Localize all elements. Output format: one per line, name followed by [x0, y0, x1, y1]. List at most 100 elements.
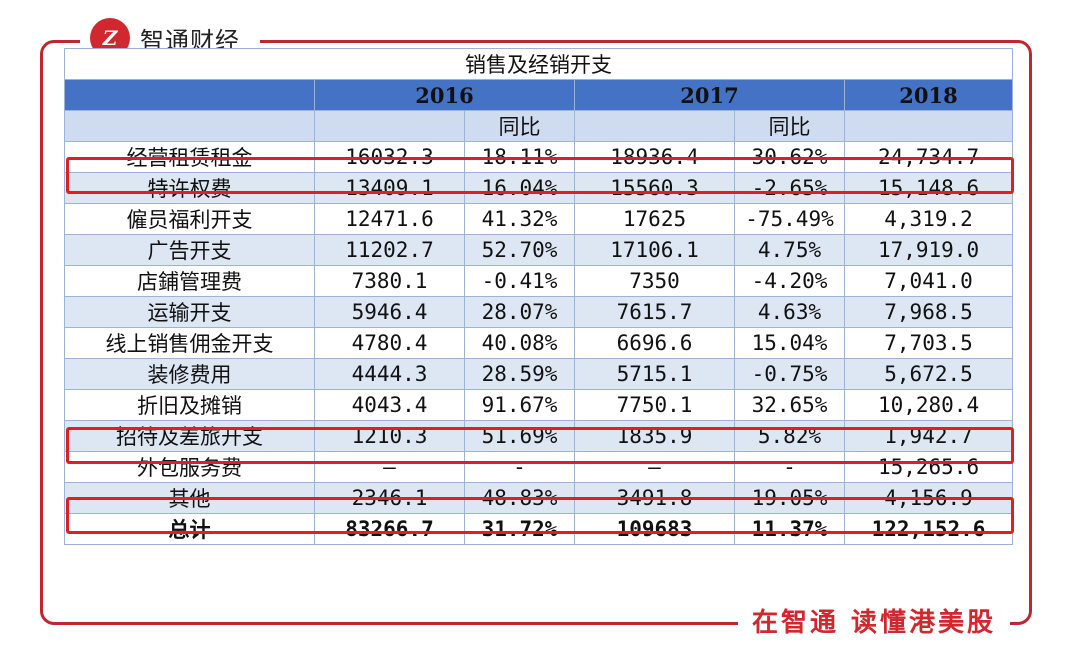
value-2016: 7380.1	[314, 265, 465, 297]
yoy-2017: 28.59%	[464, 358, 575, 390]
sales-expense-table: 销售及经销开支 2016 2017 2018 同比 同比 经营租赁租金 16032…	[63, 48, 1014, 545]
table-row: 线上销售佣金开支 4780.4 40.08% 6696.6 15.04% 7,703.5	[64, 327, 1014, 359]
yoy-2018: 15.04%	[734, 327, 845, 359]
table-row: 招待及差旅开支 1210.3 51.69% 1835.9 5.82% 1,942.7	[64, 420, 1014, 452]
row-label: 特许权费	[64, 172, 315, 204]
value-2018: 10,280.4	[843, 389, 1014, 421]
header-empty	[64, 79, 315, 111]
value-2017: —	[574, 451, 735, 483]
yoy-2017: 41.32%	[464, 203, 575, 235]
value-2018: 4,319.2	[843, 203, 1014, 235]
subheader-empty	[64, 110, 315, 142]
yoy-2018: 30.62%	[734, 141, 845, 173]
value-2016: —	[314, 451, 465, 483]
value-2016: 11202.7	[314, 234, 465, 266]
table-row: 装修费用 4444.3 28.59% 5715.1 -0.75% 5,672.5	[64, 358, 1014, 390]
yoy-2018: -2.65%	[734, 172, 845, 204]
table-row: 僱员福利开支 12471.6 41.32% 17625 -75.49% 4,319.2	[64, 203, 1014, 235]
row-label: 店鋪管理费	[64, 265, 315, 297]
table-row: 广告开支 11202.7 52.70% 17106.1 4.75% 17,919.0	[64, 234, 1014, 266]
yoy-header-row: 同比 同比	[64, 110, 1014, 142]
value-2018: 15,148.6	[843, 172, 1014, 204]
value-2016: 2346.1	[314, 482, 465, 514]
table-row: 外包服务费 — - — -15,265.6	[64, 451, 1014, 483]
value-2016: 4780.4	[314, 327, 465, 359]
yoy-2017: 31.72%	[464, 513, 575, 545]
value-2016: 5946.4	[314, 296, 465, 328]
value-2017: 17106.1	[574, 234, 735, 266]
yoy-2017: -0.41%	[464, 265, 575, 297]
row-label: 经营租赁租金	[64, 141, 315, 173]
yoy-2018: 32.65%	[734, 389, 845, 421]
value-2017: 3491.8	[574, 482, 735, 514]
value-2017: 17625	[574, 203, 735, 235]
row-label: 总计	[64, 513, 315, 545]
value-2018: 24,734.7	[843, 141, 1014, 173]
total-row: 总计 83266.7 31.72% 109683 11.37% 122,152.…	[64, 513, 1014, 545]
value-2017: 15560.3	[574, 172, 735, 204]
value-2016: 12471.6	[314, 203, 465, 235]
yoy-2017: 16.04%	[464, 172, 575, 204]
value-2016: 4043.4	[314, 389, 465, 421]
yoy-2018: 4.63%	[734, 296, 845, 328]
value-2018: 17,919.0	[843, 234, 1014, 266]
row-label: 装修费用	[64, 358, 315, 390]
row-label: 招待及差旅开支	[64, 420, 315, 452]
row-label: 运输开支	[64, 296, 315, 328]
value-2017: 6696.6	[574, 327, 735, 359]
table-row: 运输开支 5946.4 28.07% 7615.7 4.63% 7,968.5	[64, 296, 1014, 328]
subheader-empty	[843, 110, 1014, 142]
yoy-2017: 18.11%	[464, 141, 575, 173]
yoy-2017: 52.70%	[464, 234, 575, 266]
yoy-header-2017: 同比	[464, 110, 575, 142]
table-row: 折旧及摊销 4043.4 91.67% 7750.1 32.65% 10,280.4	[64, 389, 1014, 421]
value-2016: 1210.3	[314, 420, 465, 452]
yoy-2017: 48.83%	[464, 482, 575, 514]
value-2018: 122,152.6	[843, 513, 1014, 545]
table-title: 销售及经销开支	[63, 48, 1014, 80]
row-label: 折旧及摊销	[64, 389, 315, 421]
yoy-2017: -	[464, 451, 575, 483]
header-year-2018: 2018	[843, 79, 1014, 111]
yoy-header-2018: 同比	[734, 110, 845, 142]
row-label: 线上销售佣金开支	[64, 327, 315, 359]
value-2018: 7,968.5	[843, 296, 1014, 328]
header-year-2016: 2016	[314, 79, 575, 111]
slogan: 在智通 读懂港美股	[737, 602, 1010, 639]
yoy-2018: 11.37%	[734, 513, 845, 545]
yoy-2018: -0.75%	[734, 358, 845, 390]
value-2018: 1,942.7	[843, 420, 1014, 452]
subheader-empty	[314, 110, 465, 142]
yoy-2018: -4.20%	[734, 265, 845, 297]
header-year-2017: 2017	[574, 79, 845, 111]
table-row: 店鋪管理费 7380.1 -0.41% 7350 -4.20% 7,041.0	[64, 265, 1014, 297]
value-2018: 7,041.0	[843, 265, 1014, 297]
row-label: 外包服务费	[64, 451, 315, 483]
value-2017: 5715.1	[574, 358, 735, 390]
outer-frame	[40, 40, 1032, 625]
yoy-2018: 19.05%	[734, 482, 845, 514]
row-label: 僱员福利开支	[64, 203, 315, 235]
subheader-empty	[574, 110, 735, 142]
value-2018: 15,265.6	[843, 451, 1014, 483]
row-label: 广告开支	[64, 234, 315, 266]
yoy-2017: 28.07%	[464, 296, 575, 328]
value-2018: 4,156.9	[843, 482, 1014, 514]
yoy-2018: 5.82%	[734, 420, 845, 452]
table-title-row: 销售及经销开支	[63, 48, 1014, 80]
yoy-2018: -	[734, 451, 845, 483]
row-label: 其他	[64, 482, 315, 514]
value-2017: 109683	[574, 513, 735, 545]
value-2017: 7350	[574, 265, 735, 297]
value-2016: 4444.3	[314, 358, 465, 390]
table-row: 特许权费 13409.1 16.04% 15560.3 -2.65% 15,148.6	[64, 172, 1014, 204]
value-2017: 7615.7	[574, 296, 735, 328]
yoy-2017: 91.67%	[464, 389, 575, 421]
year-header-row: 2016 2017 2018	[64, 79, 1014, 111]
value-2018: 5,672.5	[843, 358, 1014, 390]
table-row: 其他 2346.1 48.83% 3491.8 19.05% 4,156.9	[64, 482, 1014, 514]
value-2018: 7,703.5	[843, 327, 1014, 359]
yoy-2018: 4.75%	[734, 234, 845, 266]
value-2017: 7750.1	[574, 389, 735, 421]
yoy-2017: 51.69%	[464, 420, 575, 452]
